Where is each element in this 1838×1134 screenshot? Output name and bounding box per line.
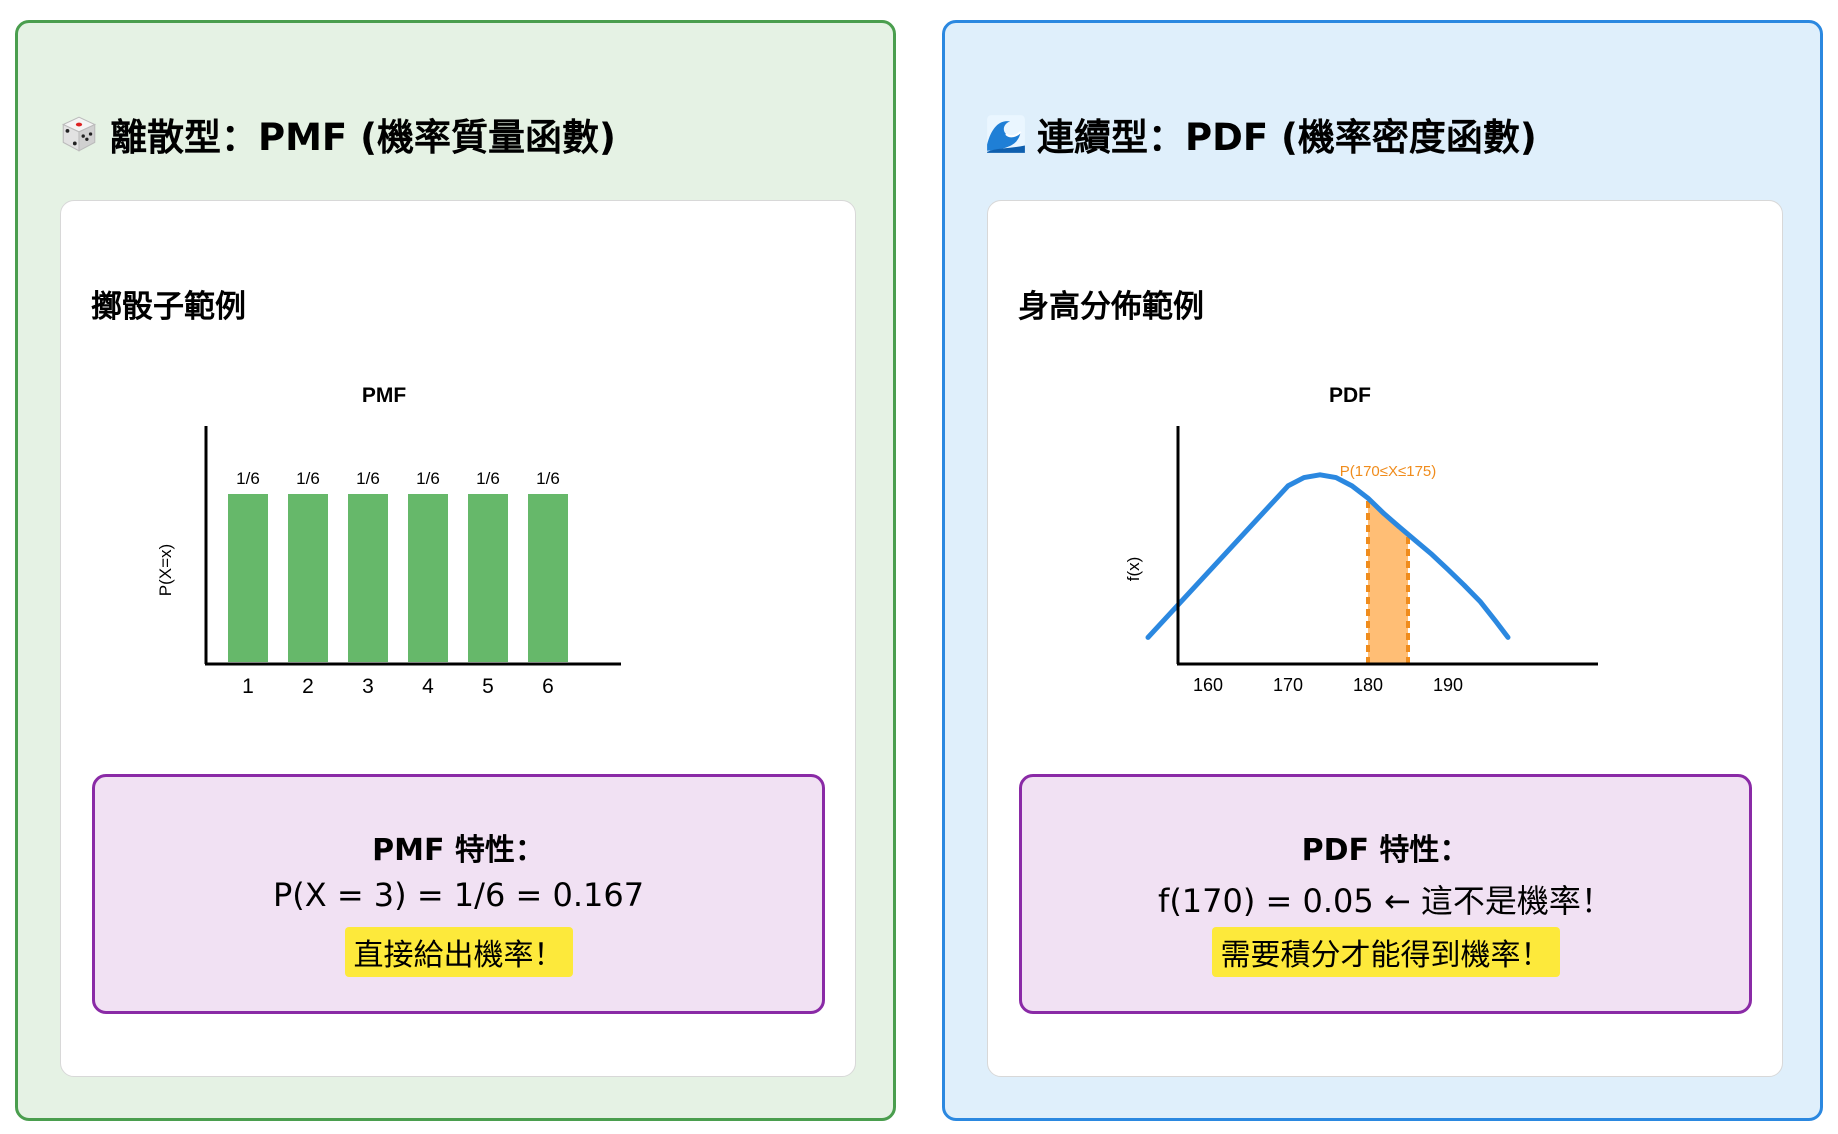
wave-icon <box>987 115 1025 153</box>
dice-icon <box>62 116 96 152</box>
pmf-chart: PMF P(X=x) 1/6 1 1/6 2 1/6 3 1/6 4 1/6 5 1/6 6 <box>101 376 661 698</box>
pmf-panel-title: 離散型：PMF (機率質量函數) <box>58 107 616 161</box>
pmf-example-title: 擲骰子範例 <box>91 289 246 325</box>
pdf-chart-svg: PDF f(x) P(170≤X≤175) 160 170 180 190 <box>1124 384 1598 695</box>
pmf-info-highlight: 直接給出機率！ <box>344 927 573 977</box>
pmf-x-tick-label: 1 <box>242 675 254 698</box>
pmf-x-tick-label: 2 <box>302 675 314 698</box>
pdf-info-formula: f(170) = 0.05 ← 這不是機率！ <box>1158 882 1613 920</box>
pdf-curve <box>1145 472 1511 640</box>
pmf-bar <box>528 494 568 662</box>
pmf-bar <box>288 494 328 662</box>
pdf-panel-title: 連續型：PDF (機率密度函數) <box>985 107 1537 161</box>
pmf-x-tick-label: 6 <box>542 675 554 698</box>
pdf-chart: PDF f(x) P(170≤X≤175) 160 170 180 190 <box>1028 376 1598 696</box>
pmf-info-formula: P(X = 3) = 1/6 = 0.167 <box>272 876 645 914</box>
pdf-x-tick-label: 190 <box>1433 675 1463 695</box>
pmf-bar <box>228 494 268 662</box>
pmf-bar <box>348 494 388 662</box>
pdf-example-title: 身高分佈範例 <box>1018 289 1204 325</box>
pmf-panel-title-text: 離散型：PMF (機率質量函數) <box>110 116 616 159</box>
pdf-shaded-region <box>1368 498 1408 664</box>
pmf-x-tick-label: 5 <box>482 675 494 698</box>
pmf-info-box: PMF 特性： P(X = 3) = 1/6 = 0.167 直接給出機率！ <box>92 774 825 1014</box>
pdf-x-tick-label: 180 <box>1353 675 1383 695</box>
pmf-bar-value-label: 1/6 <box>296 469 320 488</box>
pdf-chart-title: PDF <box>1329 384 1371 407</box>
pmf-chart-title: PMF <box>362 384 407 407</box>
pdf-example-card: 身高分佈範例 PDF f(x) P(170≤X≤175) 160 170 180 190… <box>987 200 1783 1077</box>
pmf-panel: 離散型：PMF (機率質量函數) 擲骰子範例 PMF P(X=x) 1/6 1 1/… <box>15 20 896 1121</box>
pdf-panel-title-text: 連續型：PDF (機率密度函數) <box>1037 116 1537 159</box>
pmf-bar <box>408 494 448 662</box>
pmf-y-axis-label: P(X=x) <box>156 544 175 596</box>
pmf-chart-svg: PMF P(X=x) 1/6 1 1/6 2 1/6 3 1/6 4 1/6 5 1/6 6 <box>156 384 621 698</box>
pmf-example-card: 擲骰子範例 PMF P(X=x) 1/6 1 1/6 2 1/6 3 1/6 4 1/6 5 1/6… <box>60 200 856 1077</box>
pdf-annotation-label: P(170≤X≤175) <box>1340 463 1437 480</box>
pmf-bar-value-label: 1/6 <box>236 469 260 488</box>
pmf-x-tick-label: 3 <box>362 675 374 698</box>
pdf-y-axis-label: f(x) <box>1124 557 1143 582</box>
pdf-info-title: PDF 特性： <box>1301 833 1470 868</box>
pdf-x-tick-label: 170 <box>1273 675 1303 695</box>
pmf-bar-value-label: 1/6 <box>536 469 560 488</box>
pmf-info-title: PMF 特性： <box>372 833 545 868</box>
pdf-info-box: PDF 特性： f(170) = 0.05 ← 這不是機率！ 需要積分才能得到機… <box>1019 774 1752 1014</box>
pmf-x-tick-label: 4 <box>422 675 434 698</box>
pdf-panel: 連續型：PDF (機率密度函數) 身高分佈範例 PDF f(x) P(170≤X… <box>942 20 1823 1121</box>
pmf-bar-value-label: 1/6 <box>416 469 440 488</box>
pmf-bar-value-label: 1/6 <box>356 469 380 488</box>
pmf-bar-value-label: 1/6 <box>476 469 500 488</box>
pdf-info-highlight: 需要積分才能得到機率！ <box>1211 927 1560 977</box>
pmf-bar <box>468 494 508 662</box>
pdf-x-tick-label: 160 <box>1193 675 1223 695</box>
